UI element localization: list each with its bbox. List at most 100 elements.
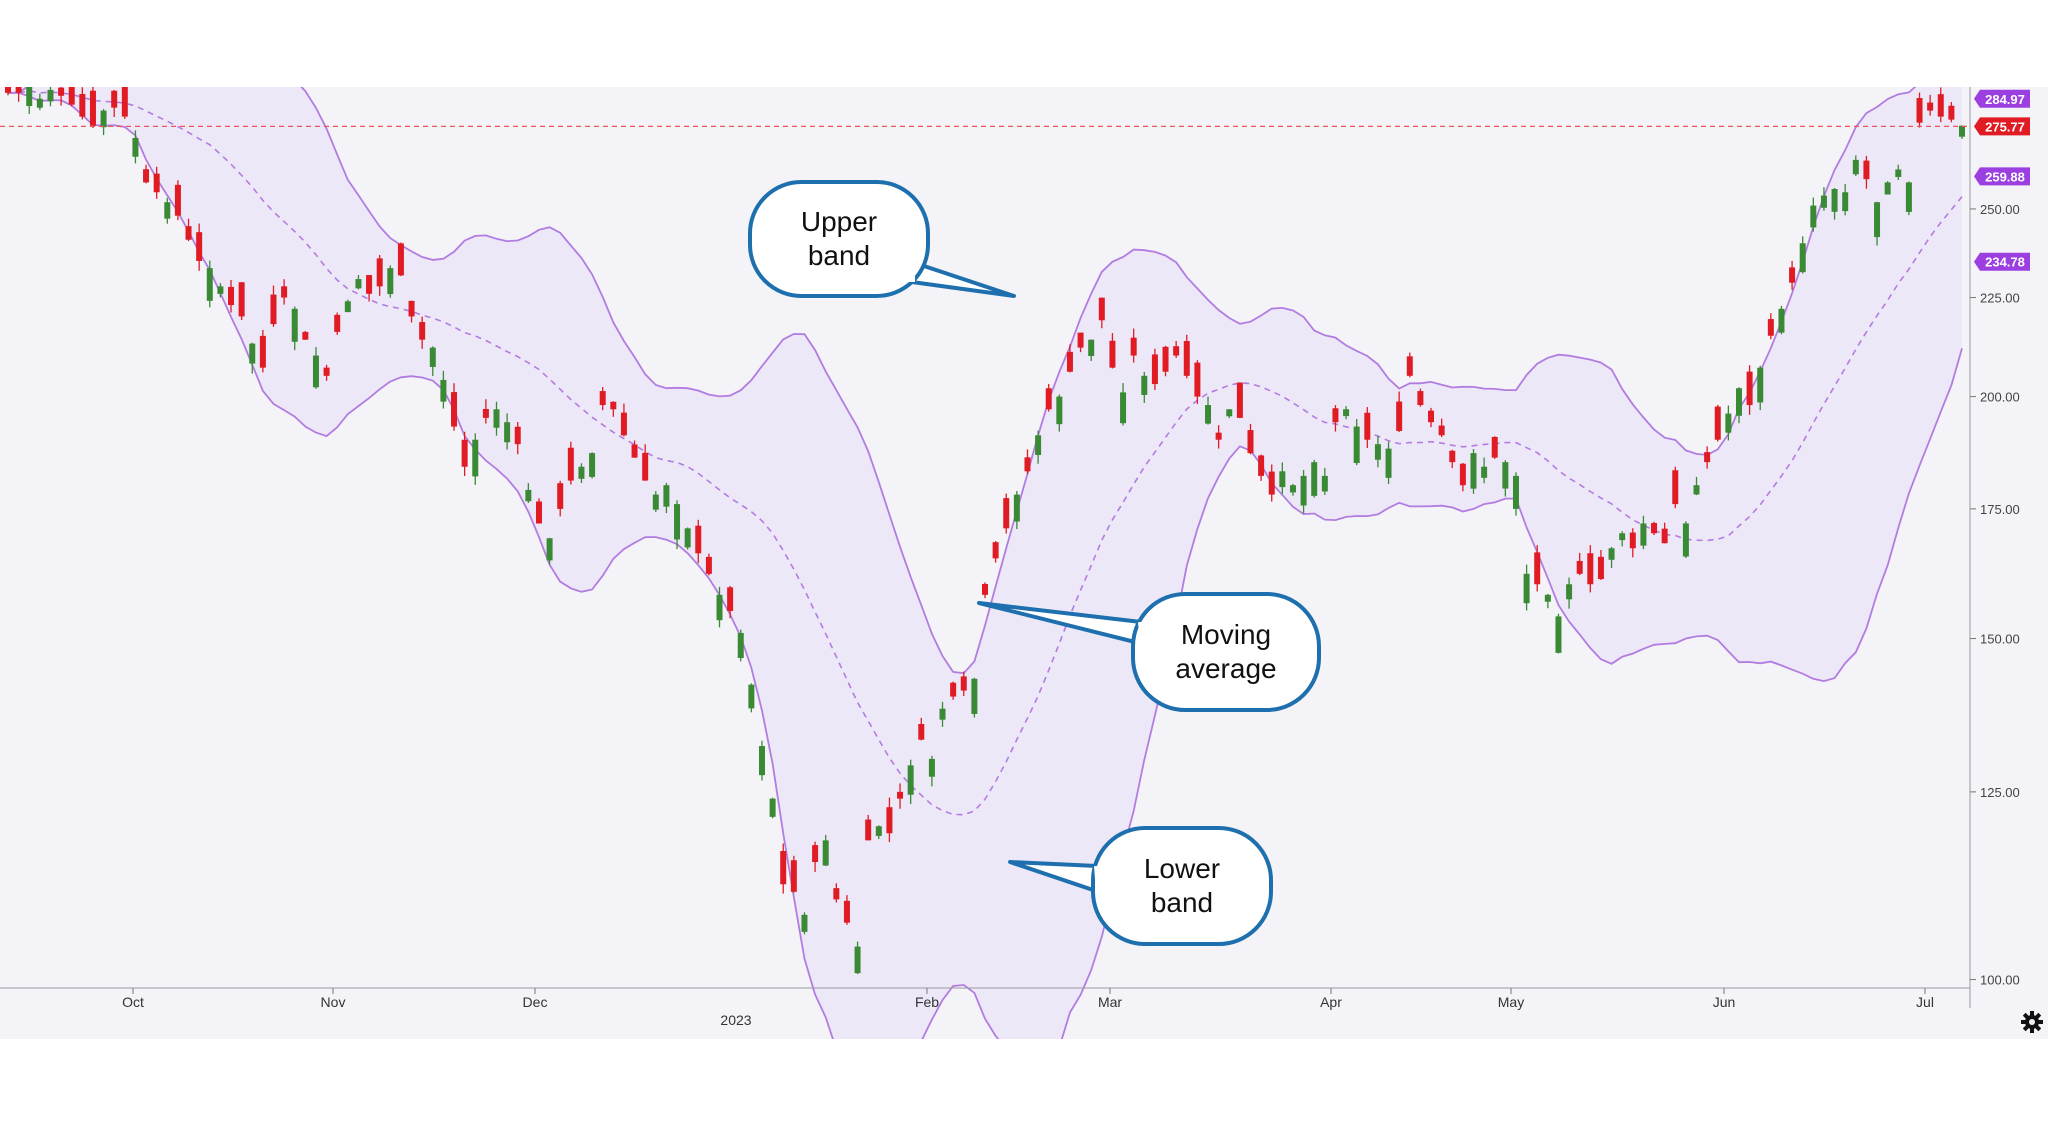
candle bbox=[323, 364, 330, 381]
candle bbox=[79, 87, 86, 120]
candle bbox=[1013, 491, 1020, 530]
candle bbox=[610, 401, 617, 417]
candle bbox=[153, 166, 160, 199]
candle bbox=[928, 755, 935, 787]
candle bbox=[1948, 102, 1955, 123]
candle bbox=[525, 483, 532, 503]
svg-text:234.78: 234.78 bbox=[1985, 255, 2025, 270]
candle bbox=[376, 254, 383, 296]
price-tag: 275.77 bbox=[1974, 117, 2030, 136]
candle bbox=[355, 274, 362, 290]
candle bbox=[408, 300, 415, 323]
candle bbox=[684, 527, 691, 550]
candle bbox=[1120, 383, 1127, 426]
candle bbox=[504, 413, 511, 450]
gear-icon[interactable] bbox=[2020, 1010, 2044, 1034]
candle bbox=[1003, 493, 1010, 534]
candle bbox=[1024, 449, 1031, 474]
y-tick-label: 150.00 bbox=[1980, 632, 2020, 647]
candle bbox=[1640, 515, 1647, 550]
lower-band-line bbox=[8, 91, 1963, 1122]
candle bbox=[1141, 371, 1148, 403]
candle bbox=[1555, 613, 1562, 654]
candle bbox=[270, 285, 277, 327]
candle bbox=[1874, 201, 1881, 246]
candle bbox=[1661, 522, 1668, 544]
y-tick-label: 250.00 bbox=[1980, 202, 2020, 217]
candle bbox=[1597, 550, 1604, 580]
candle bbox=[918, 717, 925, 741]
candle bbox=[599, 387, 606, 411]
candle bbox=[1098, 297, 1105, 329]
candle bbox=[1247, 423, 1254, 455]
candle bbox=[1905, 181, 1912, 216]
candle bbox=[758, 740, 765, 781]
candle bbox=[1077, 332, 1084, 353]
candle bbox=[1364, 407, 1371, 448]
candle bbox=[366, 274, 373, 302]
candle bbox=[1215, 425, 1222, 449]
y-tick-label: 225.00 bbox=[1980, 291, 2020, 306]
candle bbox=[259, 329, 266, 373]
candle bbox=[228, 280, 235, 313]
band-fill bbox=[8, 34, 1962, 1121]
x-tick-label: Jun bbox=[1713, 994, 1736, 1010]
candle bbox=[1374, 436, 1381, 468]
x-tick-label: Dec bbox=[523, 994, 548, 1010]
candle bbox=[1523, 564, 1530, 611]
candle bbox=[419, 316, 426, 349]
chart-panel[interactable]: 100.00 125.00 150.00 175.00 200.00 225.00 250.… bbox=[0, 33, 2048, 1122]
candle bbox=[387, 265, 394, 298]
candle bbox=[982, 582, 988, 599]
candle bbox=[1109, 333, 1116, 369]
candle bbox=[1300, 470, 1307, 514]
candle bbox=[833, 883, 840, 903]
x-tick-label: Nov bbox=[321, 994, 346, 1010]
candle bbox=[546, 537, 553, 565]
candle bbox=[1927, 94, 1934, 116]
candle bbox=[1205, 396, 1212, 425]
candle bbox=[1406, 352, 1413, 378]
candle bbox=[238, 282, 245, 321]
candle bbox=[1194, 360, 1201, 404]
candle bbox=[461, 431, 468, 477]
candle bbox=[1842, 183, 1849, 216]
candle bbox=[1757, 365, 1764, 411]
candle bbox=[89, 86, 96, 129]
candle bbox=[1693, 476, 1700, 496]
candle bbox=[716, 586, 723, 628]
candle bbox=[429, 346, 436, 377]
candle bbox=[663, 482, 670, 514]
svg-text:259.88: 259.88 bbox=[1985, 169, 2025, 184]
candle bbox=[143, 164, 150, 184]
candlestick-chart[interactable]: 100.00 125.00 150.00 175.00 200.00 225.00 250.… bbox=[0, 33, 2048, 1122]
candle bbox=[1088, 339, 1095, 362]
candle bbox=[185, 218, 192, 242]
candle bbox=[1226, 409, 1233, 419]
candle bbox=[36, 93, 43, 111]
y-tick-label: 200.00 bbox=[1980, 390, 2020, 405]
candle bbox=[897, 783, 904, 809]
candle bbox=[451, 383, 458, 431]
moving-average-line bbox=[8, 90, 1963, 816]
x-tick-label: Oct bbox=[122, 994, 144, 1010]
candle bbox=[1438, 418, 1445, 438]
candle bbox=[1417, 388, 1424, 407]
candle bbox=[1258, 454, 1265, 481]
candle bbox=[801, 912, 808, 935]
candle bbox=[1321, 467, 1328, 495]
svg-text:275.77: 275.77 bbox=[1985, 119, 2025, 134]
candle bbox=[1311, 459, 1318, 498]
candle bbox=[1502, 460, 1509, 497]
candle bbox=[217, 283, 224, 298]
candle bbox=[1704, 446, 1711, 469]
candle bbox=[1162, 345, 1169, 377]
candle bbox=[1534, 545, 1541, 592]
candle bbox=[1799, 236, 1806, 274]
candle bbox=[1895, 164, 1902, 180]
candle bbox=[1279, 462, 1286, 494]
candle bbox=[5, 68, 11, 96]
price-tag: 284.97 bbox=[1974, 89, 2030, 108]
svg-text:284.97: 284.97 bbox=[1985, 92, 2025, 107]
candle bbox=[769, 797, 776, 819]
